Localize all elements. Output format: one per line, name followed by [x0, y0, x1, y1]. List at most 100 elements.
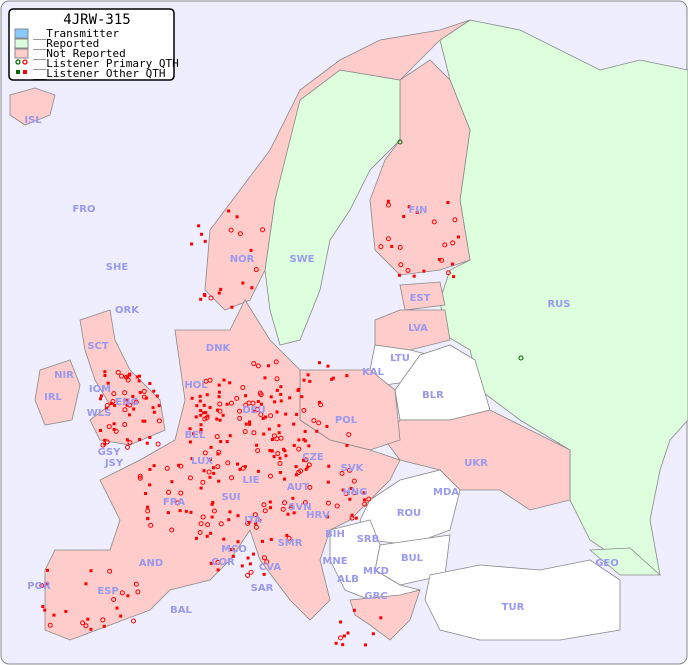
listener-other-qth-marker — [188, 440, 192, 444]
listener-other-qth-marker — [203, 239, 207, 243]
listener-other-qth-marker — [306, 465, 310, 469]
listener-other-qth-marker — [178, 509, 182, 513]
listener-primary-qth-marker — [273, 359, 279, 365]
listener-primary-qth-marker — [178, 490, 184, 496]
listener-other-qth-marker — [152, 410, 156, 414]
listener-other-qth-marker — [217, 383, 221, 387]
country-label-fin: FIN — [409, 205, 428, 216]
listener-other-qth-marker — [261, 416, 265, 420]
listener-other-qth-marker — [194, 415, 198, 419]
country-label-mda: MDA — [433, 487, 459, 498]
listener-other-qth-marker — [307, 444, 311, 448]
listener-primary-qth-marker — [202, 450, 208, 456]
country-label-she: SHE — [106, 262, 129, 273]
listener-other-qth-marker — [202, 411, 206, 415]
listener-primary-qth-marker — [111, 597, 117, 603]
listener-other-qth-marker — [349, 486, 353, 490]
listener-other-qth-marker — [145, 441, 149, 445]
country-label-grc: GRC — [364, 591, 387, 602]
listener-other-qth-marker — [263, 376, 267, 380]
listener-other-qth-marker — [137, 374, 141, 378]
country-label-tur: TUR — [502, 602, 525, 613]
listener-other-qth-marker — [199, 409, 203, 413]
legend-not-reported: __Not Reported — [33, 47, 126, 60]
listener-primary-qth-marker — [252, 512, 258, 518]
listener-other-qth-marker — [199, 232, 203, 236]
listener-other-qth-marker — [177, 463, 181, 467]
listener-primary-qth-marker — [253, 267, 259, 273]
listener-primary-qth-marker — [316, 420, 322, 426]
listener-primary-qth-marker — [135, 589, 141, 595]
listener-other-qth-marker — [199, 486, 203, 490]
listener-primary-qth-marker — [200, 514, 206, 520]
listener-other-qth-marker — [446, 200, 450, 204]
listener-other-qth-marker — [148, 467, 152, 471]
listener-other-qth-marker — [272, 455, 276, 459]
listener-primary-qth-marker — [218, 521, 224, 527]
listener-other-qth-marker — [103, 438, 107, 442]
listener-other-qth-marker — [138, 390, 142, 394]
listener-other-qth-marker — [45, 581, 49, 585]
country-shape-tur — [424, 559, 621, 641]
listener-other-qth-marker — [131, 394, 135, 398]
listener-primary-qth-marker — [137, 475, 143, 481]
listener-primary-qth-marker — [127, 440, 133, 446]
listener-other-qth-marker — [267, 427, 271, 431]
listener-other-qth-marker — [124, 398, 128, 402]
listener-primary-qth-marker — [164, 465, 170, 471]
listener-other-qth-marker — [146, 517, 150, 521]
listener-primary-qth-marker — [278, 435, 284, 441]
listener-primary-qth-marker — [288, 505, 294, 511]
country-label-isl: ISL — [24, 115, 42, 126]
listener-other-qth-marker — [240, 564, 244, 568]
listener-other-qth-marker — [248, 562, 252, 566]
listener-primary-qth-marker — [141, 388, 147, 394]
country-label-nir: NIR — [54, 370, 74, 381]
listener-other-qth-marker — [277, 424, 281, 428]
listener-primary-qth-marker — [258, 392, 264, 398]
listener-other-qth-marker — [452, 275, 456, 279]
country-label-iom: IOM — [89, 384, 111, 395]
country-label-nor: NOR — [230, 254, 255, 265]
country-shape-swe — [264, 69, 401, 346]
listener-other-qth-marker — [251, 409, 255, 413]
listener-primary-qth-marker — [337, 635, 343, 641]
country-label-fro: FRO — [72, 204, 95, 215]
listener-primary-qth-marker — [405, 267, 411, 273]
listener-other-qth-marker — [190, 457, 194, 461]
listener-primary-qth-marker — [442, 242, 448, 248]
listener-other-qth-marker — [294, 473, 298, 477]
listener-primary-qth-marker — [111, 391, 117, 397]
listener-other-qth-marker — [148, 435, 152, 439]
listener-other-qth-marker — [326, 364, 330, 368]
country-label-smr: SMR — [278, 538, 303, 549]
listener-other-qth-marker — [248, 422, 252, 426]
listener-other-qth-marker — [138, 438, 142, 442]
listener-other-qth-marker — [402, 214, 406, 218]
country-label-hng: HNG — [343, 487, 368, 498]
listener-primary-qth-marker — [215, 464, 221, 470]
listener-other-qth-marker — [211, 500, 215, 504]
listener-primary-qth-marker — [518, 355, 524, 361]
country-label-ltu: LTU — [390, 353, 410, 364]
listener-other-qth-marker — [278, 456, 282, 460]
listener-other-qth-marker — [206, 414, 210, 418]
listener-primary-qth-marker — [262, 508, 268, 514]
listener-primary-qth-marker — [203, 378, 209, 384]
listener-other-qth-marker — [190, 396, 194, 400]
listener-other-qth-marker — [284, 412, 288, 416]
listener-other-qth-marker — [341, 488, 345, 492]
country-label-lux: LUX — [191, 456, 213, 467]
listener-other-qth-marker — [295, 412, 299, 416]
listener-other-qth-marker — [325, 424, 329, 428]
listener-other-qth-marker — [151, 406, 155, 410]
country-label-deu: DEU — [242, 405, 265, 416]
listener-other-qth-marker — [132, 407, 136, 411]
listener-other-qth-marker — [260, 539, 264, 543]
listener-primary-qth-marker — [245, 572, 251, 578]
country-label-kal: KAL — [362, 367, 384, 378]
listener-other-qth-marker — [227, 209, 231, 213]
primary-qth-circle-icon — [15, 59, 21, 65]
listener-primary-qth-marker — [187, 475, 193, 481]
